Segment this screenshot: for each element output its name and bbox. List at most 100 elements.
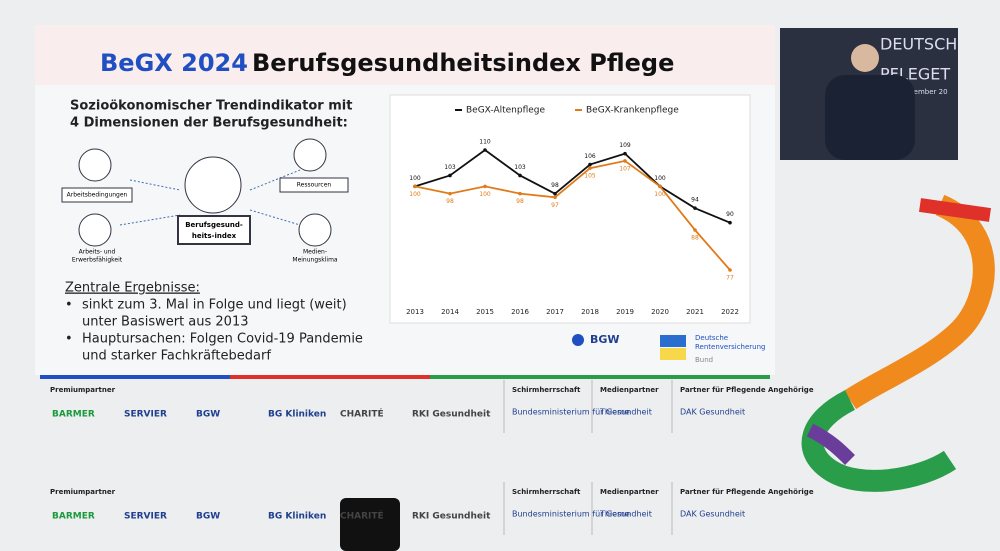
data-label: 103	[514, 164, 526, 171]
speaker	[825, 75, 915, 160]
title: Berufsgesundheitsindex Pflege	[252, 49, 674, 77]
point	[588, 166, 592, 170]
partner-heading: Medienpartner	[600, 386, 659, 394]
point	[483, 184, 487, 189]
finding: Hauptursachen: Folgen Covid-19 Pandemie	[82, 332, 363, 347]
finding: unter Basiswert aus 2013	[82, 315, 249, 330]
data-label: 98	[446, 198, 454, 205]
point	[728, 220, 732, 225]
partner-heading: Premiumpartner	[50, 488, 116, 496]
x-tick-label: 2017	[546, 308, 564, 316]
partner-logo: SERVIER	[124, 512, 167, 522]
bullet: •	[65, 332, 73, 347]
findings-heading: Zentrale Ergebnisse:	[65, 281, 200, 296]
flag	[660, 348, 686, 360]
point	[518, 173, 522, 178]
node-label: Arbeits- und	[79, 249, 116, 256]
partner-heading: Partner für Pflegende Angehörige	[680, 488, 814, 496]
data-label: 98	[516, 198, 524, 205]
x-tick-label: 2016	[511, 308, 529, 316]
data-label: 88	[691, 235, 699, 242]
partner-logo: BARMER	[52, 512, 95, 522]
ribbon	[843, 194, 995, 410]
data-label: 103	[444, 164, 456, 171]
node-label: Meinungsklima	[292, 257, 338, 264]
node-label: Ressourcen	[297, 182, 332, 189]
divider	[230, 375, 430, 379]
data-label: 98	[551, 182, 559, 189]
partner-logo: Thieme	[599, 408, 630, 417]
point	[448, 191, 452, 196]
connectors	[119, 169, 301, 226]
chart-area	[389, 94, 751, 324]
partner-logo: CHARITÉ	[340, 408, 384, 420]
title: BeGX 2024	[100, 49, 248, 77]
logo: Bund	[695, 356, 713, 364]
diagram-heading: Sozioökonomischer Trendindikator mit	[70, 99, 352, 114]
ribbon	[801, 390, 957, 492]
bgw-icon	[572, 334, 584, 346]
diagram-boxes	[61, 138, 349, 247]
center-label: Berufsgesund-	[185, 221, 243, 229]
node-label: Medien-	[303, 249, 327, 256]
x-tick-label: 2014	[441, 308, 459, 316]
x-tick-label: 2019	[616, 308, 634, 316]
partner-logo: BGW	[196, 410, 220, 420]
center-label: heits-index	[192, 232, 237, 240]
camera	[340, 498, 400, 551]
partner-logo: BG Kliniken	[268, 512, 326, 522]
point	[448, 173, 452, 178]
point	[623, 159, 627, 163]
logo: Deutsche	[695, 334, 728, 342]
partner-logo: Thieme	[599, 510, 630, 519]
data-label: 107	[619, 165, 631, 172]
video-text: DEUTSCH	[880, 35, 957, 54]
logo: BGW	[590, 333, 620, 346]
data-label: 100	[409, 191, 421, 198]
partner-logo: BARMER	[52, 410, 95, 420]
node-label: Arbeitsbedingungen	[67, 192, 128, 199]
data-label: 77	[726, 275, 734, 282]
partner-heading: Schirmherrschaft	[512, 386, 581, 394]
point	[693, 228, 697, 232]
point	[588, 162, 592, 167]
diagram-heading: 4 Dimensionen der Berufsgesundheit:	[70, 116, 348, 131]
partner-logo: DAK Gesundheit	[680, 510, 745, 519]
point	[413, 184, 417, 189]
data-label: 100	[654, 175, 666, 182]
partner-logo: BGW	[196, 512, 220, 522]
flag	[660, 335, 686, 347]
ribbon	[919, 198, 991, 222]
x-tick-label: 2015	[476, 308, 494, 316]
logo: Rentenversicherung	[695, 343, 766, 351]
finding: und starker Fachkräftebedarf	[82, 349, 271, 364]
finding: sinkt zum 3. Mal in Folge und liegt (wei…	[82, 298, 347, 313]
legend-label: BeGX-Krankenpflege	[586, 106, 679, 116]
node-label: Erwerbsfähigkeit	[72, 257, 123, 264]
partner-logo: RKI Gesundheit	[412, 410, 491, 420]
point	[693, 206, 697, 210]
partner-heading: Schirmherrschaft	[512, 488, 581, 496]
point	[483, 148, 487, 152]
data-label: 97	[551, 202, 559, 209]
partner-heading: Medienpartner	[600, 488, 659, 496]
series-line	[414, 148, 731, 224]
slide-band	[35, 25, 775, 85]
bullet: •	[65, 298, 73, 313]
partner-heading: Partner für Pflegende Angehörige	[680, 386, 814, 394]
point	[658, 184, 662, 189]
partner-logo: Bundesministerium für Gesundheit	[512, 510, 652, 519]
divider	[40, 375, 230, 379]
data-label: 90	[726, 211, 734, 218]
data-label: 106	[584, 153, 596, 160]
x-tick-label: 2021	[686, 308, 704, 316]
video-text: November 20	[900, 88, 948, 96]
point	[553, 191, 557, 196]
data-label: 100	[409, 175, 421, 182]
partner-logo: Bundesministerium für Gesundheit	[512, 408, 652, 417]
partner-logo: SERVIER	[124, 410, 167, 420]
data-label: 94	[691, 197, 699, 204]
data-label: 105	[584, 173, 596, 180]
data-label: 100	[479, 191, 491, 198]
